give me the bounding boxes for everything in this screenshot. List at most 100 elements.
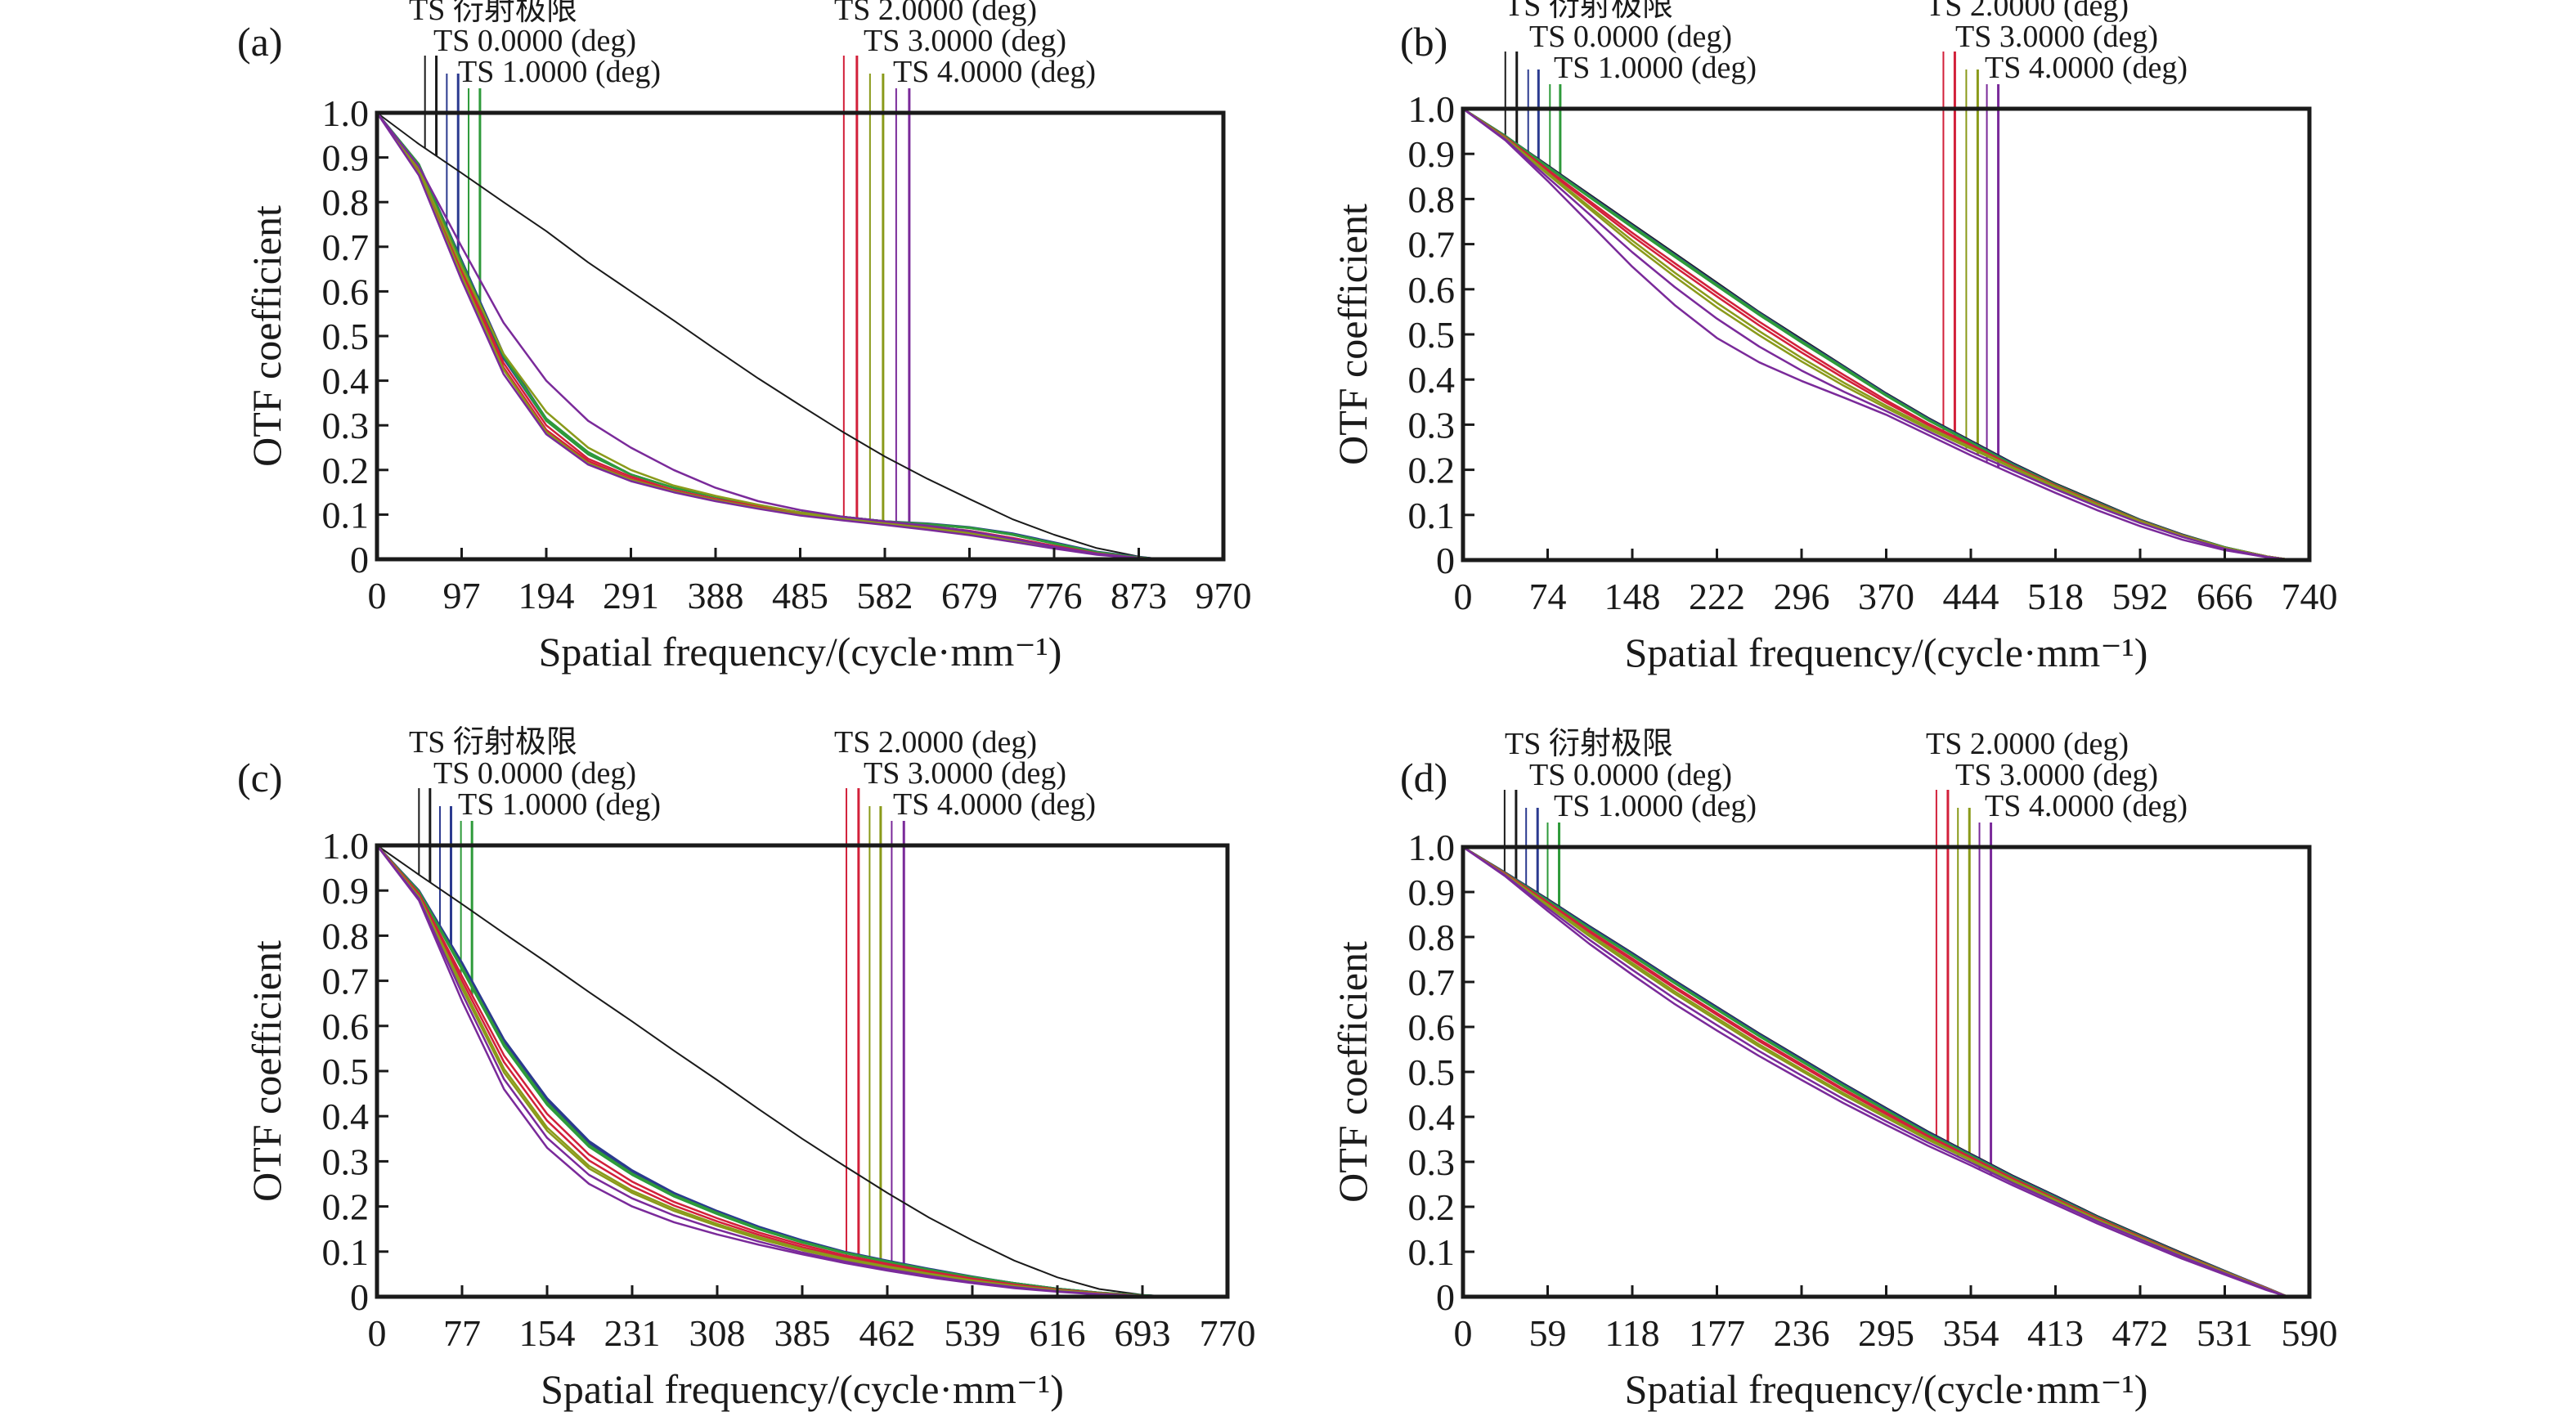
y-tick-label: 0.9 <box>322 870 370 912</box>
legend-label: TS 4.0000 (deg) <box>893 787 1096 822</box>
series-line-ts-3-0000-deg-t <box>375 112 1163 561</box>
x-tick-label: 77 <box>443 1312 481 1354</box>
y-tick-label: 0.4 <box>1408 1096 1456 1138</box>
y-tick-label: 0.5 <box>322 1051 370 1092</box>
legend-label: TS 3.0000 (deg) <box>864 24 1066 58</box>
y-tick-label: 0.6 <box>322 1006 370 1047</box>
x-axis-title: Spatial frequency/(cycle·mm⁻¹) <box>1625 630 2148 675</box>
x-tick-label: 0 <box>1454 1312 1473 1354</box>
y-tick-label: 0.8 <box>322 915 370 957</box>
y-tick-label: 0.2 <box>1408 1186 1456 1228</box>
legend-label: TS 4.0000 (deg) <box>1985 789 2188 823</box>
y-tick-label: 1.0 <box>1408 827 1456 868</box>
series-line-ts-2-0000-deg-s <box>376 845 1178 1298</box>
x-tick-label: 970 <box>1196 575 1252 616</box>
x-tick-label: 194 <box>518 575 575 616</box>
legend-label: TS 1.0000 (deg) <box>458 55 661 89</box>
legend-label: TS 2.0000 (deg) <box>1926 0 2129 23</box>
legend-label: TS 3.0000 (deg) <box>864 756 1066 791</box>
series-line-ts-0-0000-deg-t <box>1462 107 2293 562</box>
y-tick-label: 0 <box>1436 1276 1455 1318</box>
y-tick-label: 0.6 <box>322 271 370 312</box>
legend-label: TS 衍射极限 <box>1505 0 1673 23</box>
legend-label: TS 4.0000 (deg) <box>893 55 1096 89</box>
series-line-ts-2-0000-deg-s <box>1462 845 2289 1298</box>
x-tick-label: 370 <box>1858 576 1914 617</box>
legend-label: TS 2.0000 (deg) <box>834 725 1037 760</box>
legend-label: TS 0.0000 (deg) <box>433 24 636 58</box>
legend-label: TS 1.0000 (deg) <box>1554 789 1757 823</box>
x-tick-label: 388 <box>688 575 744 616</box>
series-line-ts-0-0000-deg-s <box>1462 845 2289 1298</box>
series-line-diffraction-limit <box>1462 108 2293 561</box>
legend-label: TS 2.0000 (deg) <box>1926 727 2129 761</box>
x-tick-label: 0 <box>368 575 387 616</box>
series-line-ts-0-0000-deg-s <box>376 845 1178 1298</box>
series-line-ts-3-0000-deg-t <box>1462 107 2293 562</box>
series-line-ts-0-0000-deg-t <box>376 845 1178 1298</box>
series-line-ts-1-0000-deg-t <box>1462 845 2289 1298</box>
series-line-ts-3-0000-deg-s <box>376 845 1178 1298</box>
x-tick-label: 462 <box>859 1312 916 1354</box>
x-tick-label: 531 <box>2197 1312 2253 1354</box>
x-tick-label: 873 <box>1111 575 1167 616</box>
x-tick-label: 118 <box>1604 1312 1659 1354</box>
series-line-ts-2-0000-deg-s <box>1462 107 2293 562</box>
x-tick-label: 296 <box>1774 576 1830 617</box>
y-axis-title: OTF coefficient <box>1330 941 1376 1203</box>
series-line-ts-2-0000-deg-t <box>1462 845 2289 1298</box>
series-line-ts-4-0000-deg-s <box>1462 845 2289 1298</box>
y-tick-label: 0.8 <box>1408 178 1456 220</box>
y-tick-label: 0 <box>350 539 369 581</box>
y-tick-label: 0.1 <box>322 494 370 536</box>
y-tick-label: 0.1 <box>1408 495 1456 536</box>
legend-label: TS 2.0000 (deg) <box>834 0 1037 27</box>
y-tick-label: 0.2 <box>322 1186 370 1228</box>
y-tick-label: 0.5 <box>1408 314 1456 356</box>
plot-frame <box>1461 845 2312 1299</box>
y-tick-label: 0.8 <box>322 182 370 223</box>
series-line-ts-4-0000-deg-t <box>1462 107 2293 562</box>
series-line-ts-1-0000-deg-s <box>376 845 1178 1298</box>
x-tick-label: 148 <box>1604 576 1661 617</box>
x-tick-label: 413 <box>2027 1312 2084 1354</box>
x-tick-label: 616 <box>1030 1312 1086 1354</box>
legend-label: TS 0.0000 (deg) <box>1529 758 1732 792</box>
plot-frame <box>1461 106 2312 563</box>
y-tick-label: 0.7 <box>1408 224 1456 266</box>
series-line-ts-4-0000-deg-s <box>376 845 1178 1298</box>
y-tick-label: 0.9 <box>1408 872 1456 913</box>
x-tick-label: 590 <box>2282 1312 2338 1354</box>
y-tick-label: 0.3 <box>1408 1141 1456 1183</box>
panel-label: (d) <box>1400 755 1447 800</box>
y-tick-label: 0.4 <box>1408 359 1456 401</box>
legend-label: TS 3.0000 (deg) <box>1955 758 2158 792</box>
series-line-diffraction-limit <box>376 112 1163 560</box>
y-tick-label: 0.9 <box>322 137 370 179</box>
series-line-ts-1-0000-deg-t <box>376 845 1178 1298</box>
series-line-ts-4-0000-deg-t <box>376 112 1163 561</box>
legend-label: TS 1.0000 (deg) <box>1554 51 1757 85</box>
x-tick-label: 354 <box>1943 1312 1999 1354</box>
y-tick-label: 1.0 <box>322 92 370 134</box>
x-tick-label: 291 <box>603 575 659 616</box>
series-line-diffraction-limit <box>376 845 1178 1298</box>
y-tick-label: 0.6 <box>1408 1006 1456 1048</box>
legend-label: TS 0.0000 (deg) <box>1529 20 1732 54</box>
series-line-ts-4-0000-deg-t <box>1462 845 2289 1298</box>
legend-label: TS 衍射极限 <box>1505 727 1673 761</box>
x-tick-label: 74 <box>1529 576 1567 617</box>
y-tick-label: 0.4 <box>322 361 370 402</box>
x-tick-label: 770 <box>1200 1312 1256 1354</box>
x-tick-label: 472 <box>2112 1312 2169 1354</box>
series-line-ts-3-0000-deg-t <box>376 845 1178 1298</box>
y-tick-label: 0.7 <box>322 226 370 268</box>
legend-label: TS 衍射极限 <box>409 725 577 760</box>
series-line-ts-3-0000-deg-s <box>1462 107 2293 562</box>
x-tick-label: 308 <box>689 1312 746 1354</box>
y-tick-label: 0.9 <box>1408 133 1456 175</box>
y-tick-label: 0.2 <box>1408 450 1456 491</box>
y-tick-label: 0.2 <box>322 450 370 491</box>
series-line-ts-0-0000-deg-s <box>1462 107 2293 562</box>
legend-label: TS 0.0000 (deg) <box>433 756 636 791</box>
